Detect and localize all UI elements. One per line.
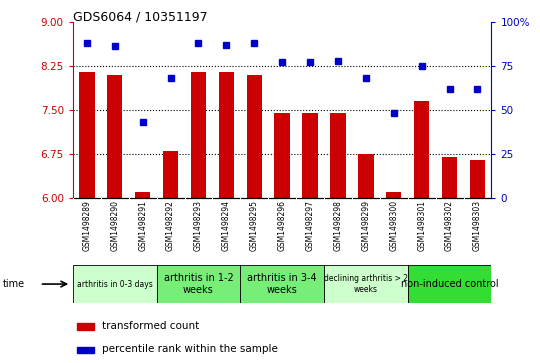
Text: arthritis in 0-3 days: arthritis in 0-3 days — [77, 280, 153, 289]
Text: GSM1498293: GSM1498293 — [194, 200, 203, 251]
Text: GSM1498300: GSM1498300 — [389, 200, 399, 251]
Text: GSM1498290: GSM1498290 — [110, 200, 119, 251]
Bar — [302, 113, 318, 198]
Text: transformed count: transformed count — [102, 321, 199, 331]
Bar — [358, 154, 374, 198]
Bar — [135, 192, 150, 198]
Bar — [330, 113, 346, 198]
FancyBboxPatch shape — [408, 265, 491, 303]
FancyBboxPatch shape — [73, 265, 157, 303]
Bar — [107, 75, 123, 198]
Bar — [247, 75, 262, 198]
Text: GDS6064 / 10351197: GDS6064 / 10351197 — [73, 11, 207, 24]
Text: non-induced control: non-induced control — [401, 279, 498, 289]
Text: time: time — [3, 279, 25, 289]
Bar — [77, 323, 94, 330]
Bar — [386, 192, 401, 198]
Text: GSM1498303: GSM1498303 — [473, 200, 482, 251]
Text: arthritis in 3-4
weeks: arthritis in 3-4 weeks — [247, 273, 317, 295]
Bar — [191, 72, 206, 198]
Text: GSM1498299: GSM1498299 — [361, 200, 370, 251]
Bar — [274, 113, 290, 198]
Text: GSM1498292: GSM1498292 — [166, 200, 175, 251]
Bar — [77, 347, 94, 354]
Bar — [163, 151, 178, 198]
Bar — [470, 160, 485, 198]
Text: GSM1498301: GSM1498301 — [417, 200, 426, 251]
FancyBboxPatch shape — [324, 265, 408, 303]
Bar — [414, 101, 429, 198]
Text: GSM1498294: GSM1498294 — [222, 200, 231, 251]
Bar — [442, 157, 457, 198]
Bar — [219, 72, 234, 198]
Text: GSM1498297: GSM1498297 — [306, 200, 314, 251]
Text: GSM1498302: GSM1498302 — [445, 200, 454, 251]
Text: GSM1498296: GSM1498296 — [278, 200, 287, 251]
FancyBboxPatch shape — [157, 265, 240, 303]
Text: GSM1498295: GSM1498295 — [249, 200, 259, 251]
Text: declining arthritis > 2
weeks: declining arthritis > 2 weeks — [324, 274, 408, 294]
Text: GSM1498289: GSM1498289 — [83, 200, 91, 251]
Text: GSM1498298: GSM1498298 — [334, 200, 342, 251]
Text: GSM1498291: GSM1498291 — [138, 200, 147, 251]
Bar — [79, 72, 94, 198]
Text: arthritis in 1-2
weeks: arthritis in 1-2 weeks — [164, 273, 233, 295]
Text: percentile rank within the sample: percentile rank within the sample — [102, 344, 278, 354]
FancyBboxPatch shape — [240, 265, 324, 303]
